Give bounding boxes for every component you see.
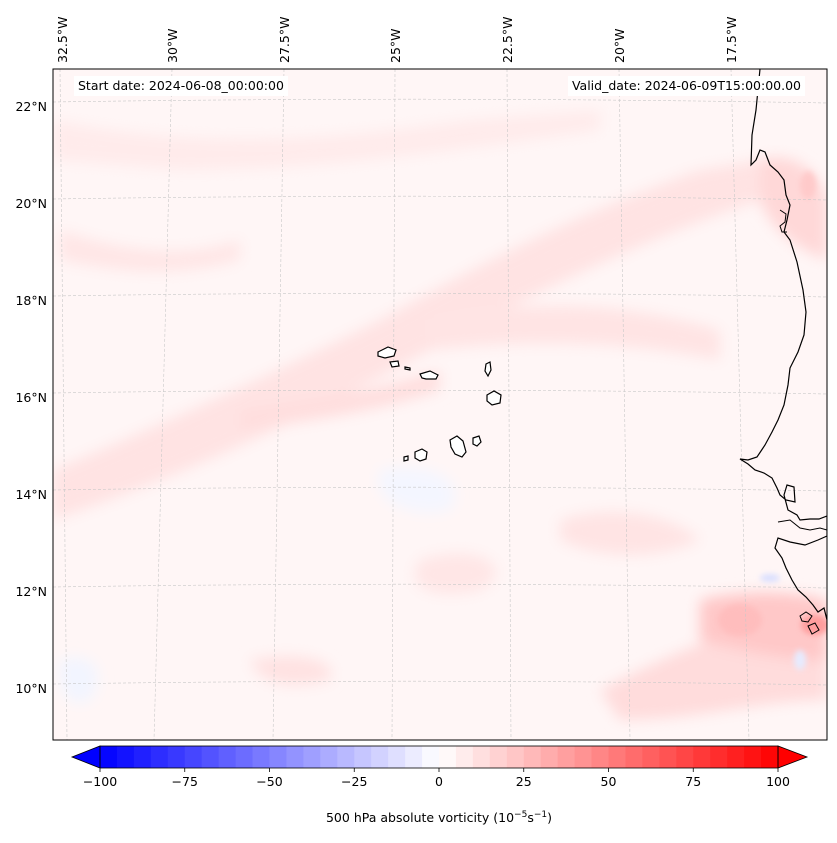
colorbar-cell [405,746,423,768]
colorbar-cell [608,746,626,768]
colorbar-cell [659,746,677,768]
cabo-verde-islands [377,346,502,462]
colorbar-cell [388,746,406,768]
colorbar-cell [472,746,491,768]
colorbar-cell [557,746,576,768]
colorbar-cell [761,746,779,768]
lon-label: 27.5°W [277,17,292,63]
colorbar-tick-label: −75 [172,774,198,789]
lat-label: 14°N [15,487,47,502]
colorbar: −100 −75 −50 −25 0 25 50 75 100 500 hPa absolute… [70,745,809,825]
colorbar-ticks: −100 −75 −50 −25 0 25 50 75 100 [83,768,790,789]
lon-label: 17.5°W [724,17,739,63]
longitude-gridlines [59,69,750,740]
lon-label: 22.5°W [500,17,515,63]
vorticity-field [53,69,827,740]
island-maio [472,435,482,447]
start-date-label: Start date: 2024-06-08_00:00:00 [74,76,288,96]
colorbar-tick-label: 0 [435,774,443,789]
gambia-river-outline [777,519,827,531]
colorbar-cell [506,746,525,768]
island-sao-nicolau [419,370,439,380]
colorbar-cell [337,746,355,768]
colorbar-cells [100,746,779,768]
colorbar-min-extend [70,745,101,769]
lat-label: 18°N [15,293,47,308]
colorbar-cell [269,746,287,768]
colorbar-cell [167,746,186,768]
island-sao-vicente [389,360,400,368]
lat-label: 22°N [15,99,47,114]
colorbar-cell [201,746,220,768]
colorbar-cell [693,746,711,768]
island-santiago [449,435,467,458]
colorbar-cell [422,746,440,768]
colorbar-cell [100,746,118,768]
colorbar-cell [303,746,321,768]
lon-label: 25°W [388,28,403,63]
colorbar-cell [676,746,694,768]
colorbar-tick-label: 75 [685,774,701,789]
lat-label: 10°N [15,681,47,696]
island-santo-antao [377,346,397,359]
latitude-labels: 22°N 20°N 18°N 16°N 14°N 12°N 10°N [15,99,47,696]
lon-label: 30°W [165,28,180,63]
bijagos-island [807,622,820,635]
lon-label: 20°W [612,28,627,63]
colorbar-cell [744,746,762,768]
colorbar-cell [116,746,135,768]
island-brava [403,455,409,462]
island-fogo [414,448,428,462]
bijagos-island [799,611,813,623]
island-santa-luzia [404,366,411,371]
colorbar-cell [354,746,372,768]
colorbar-cell [727,746,745,768]
lat-label: 20°N [15,196,47,211]
colorbar-tick-label: 100 [766,774,790,789]
colorbar-cell [150,746,169,768]
colorbar-cell [710,746,728,768]
colorbar-cell [523,746,542,768]
colorbar-cell [591,746,609,768]
colorbar-tick-label: 50 [601,774,617,789]
colorbar-cell [235,746,254,768]
lon-label: 32.5°W [55,17,70,63]
colorbar-cell [371,746,389,768]
colorbar-cell [625,746,643,768]
colorbar-cell [439,746,457,768]
colorbar-tick-label: −100 [83,774,117,789]
colorbar-cell [455,746,474,768]
map-frame [52,68,828,741]
africa-coastline [739,69,827,640]
colorbar-cell [286,746,304,768]
colorbar-cell [133,746,152,768]
colorbar-cell [184,746,203,768]
colorbar-tick-label: 25 [516,774,532,789]
colorbar-cell [218,746,237,768]
colorbar-tick-label: −25 [341,774,367,789]
longitude-labels: 32.5°W 30°W 27.5°W 25°W 22.5°W 20°W 17.5… [55,17,739,63]
colorbar-label: 500 hPa absolute vorticity (10−5s−1) [326,810,552,825]
banc-darguin-outline [779,209,787,233]
colorbar-cell [540,746,559,768]
colorbar-cell [489,746,508,768]
colorbar-cell [642,746,660,768]
lat-label: 16°N [15,390,47,405]
island-boa-vista [486,390,502,406]
colorbar-cell [320,746,338,768]
valid-date-label: Valid_date: 2024-06-09T15:00:00.00 [567,76,805,96]
lat-label: 12°N [15,584,47,599]
colorbar-tick-label: −50 [256,774,282,789]
colorbar-cell [252,746,270,768]
latitude-gridlines [53,98,827,686]
island-sal [484,361,492,378]
colorbar-max-extend [777,745,809,769]
colorbar-cell [574,746,593,768]
